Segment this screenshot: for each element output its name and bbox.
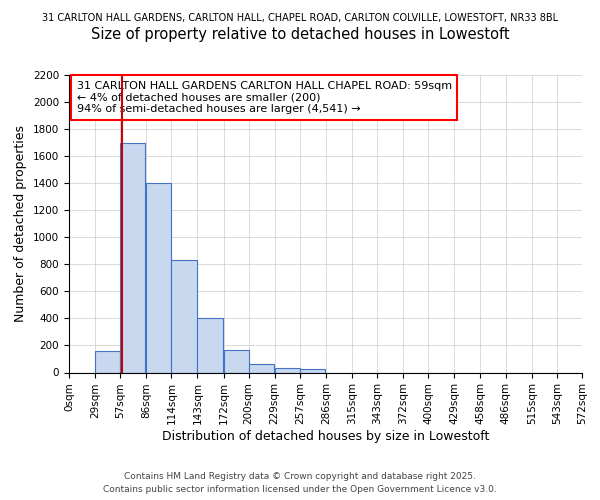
Bar: [275, 368, 300, 372]
Text: 31 CARLTON HALL GARDENS CARLTON HALL CHAPEL ROAD: 59sqm
← 4% of detached houses : 31 CARLTON HALL GARDENS CARLTON HALL CHA…: [77, 81, 452, 114]
X-axis label: Distribution of detached houses by size in Lowestoft: Distribution of detached houses by size …: [162, 430, 489, 443]
Y-axis label: Number of detached properties: Number of detached properties: [14, 125, 28, 322]
Bar: [224, 350, 248, 372]
Text: 31 CARLTON HALL GARDENS, CARLTON HALL, CHAPEL ROAD, CARLTON COLVILLE, LOWESTOFT,: 31 CARLTON HALL GARDENS, CARLTON HALL, C…: [42, 12, 558, 22]
Bar: [300, 369, 325, 372]
Bar: [146, 183, 172, 372]
Bar: [120, 142, 145, 372]
Text: Contains public sector information licensed under the Open Government Licence v3: Contains public sector information licen…: [103, 485, 497, 494]
Bar: [197, 318, 223, 372]
Text: Size of property relative to detached houses in Lowestoft: Size of property relative to detached ho…: [91, 28, 509, 42]
Bar: [95, 351, 120, 372]
Bar: [248, 364, 274, 372]
Bar: [172, 260, 197, 372]
Text: Contains HM Land Registry data © Crown copyright and database right 2025.: Contains HM Land Registry data © Crown c…: [124, 472, 476, 481]
